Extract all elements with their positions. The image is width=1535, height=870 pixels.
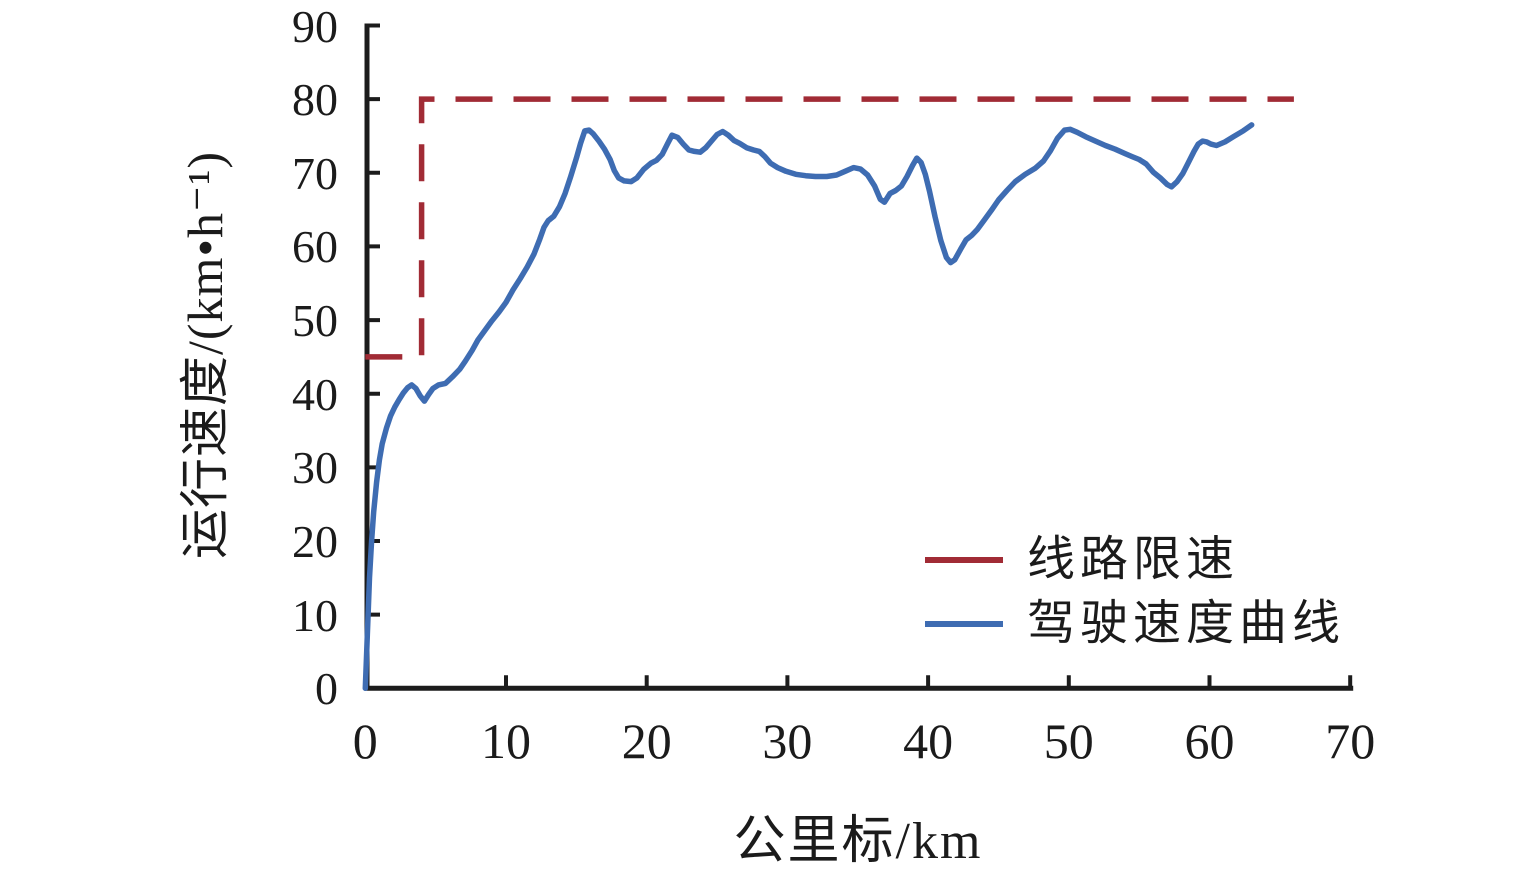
legend-label-speed-limit: 线路限速 <box>1027 533 1240 586</box>
y-tick-label-20: 20 <box>292 516 338 567</box>
y-tick-label-90: 90 <box>292 0 338 52</box>
y-tick-label-50: 50 <box>292 295 338 347</box>
speed-limit-line <box>365 96 1294 360</box>
y-tick-label-60: 60 <box>292 221 338 273</box>
y-tick-label-40: 40 <box>292 368 338 420</box>
y-tick-label-30: 30 <box>292 442 338 494</box>
legend-item-driving-speed: 驾驶速度曲线 <box>925 595 1345 653</box>
y-tick-label-70: 70 <box>292 147 338 199</box>
legend-label-driving-speed: 驾驶速度曲线 <box>1027 597 1346 650</box>
x-tick-label-70: 70 <box>1325 713 1376 770</box>
legend: 线路限速 驾驶速度曲线 <box>925 531 1345 659</box>
y-tick-label-10: 10 <box>292 589 338 641</box>
x-tick-label-20: 20 <box>621 713 672 770</box>
y-tick-label-80: 80 <box>292 74 338 126</box>
legend-swatch-speed-limit <box>925 557 1003 563</box>
x-tick-label-30: 30 <box>762 713 813 770</box>
y-tick-label-0: 0 <box>315 663 338 715</box>
x-tick-label-40: 40 <box>903 713 954 770</box>
x-tick-label-50: 50 <box>1043 713 1094 770</box>
legend-item-speed-limit: 线路限速 <box>925 531 1345 589</box>
legend-swatch-driving-speed <box>925 621 1003 627</box>
x-tick-label-0: 0 <box>352 713 378 770</box>
driving-speed-curve <box>362 122 1255 692</box>
axis-ticks <box>369 23 1353 687</box>
x-tick-label-10: 10 <box>481 713 531 770</box>
x-tick-label-60: 60 <box>1184 713 1235 770</box>
x-axis-title: 公里标/km <box>733 813 983 870</box>
